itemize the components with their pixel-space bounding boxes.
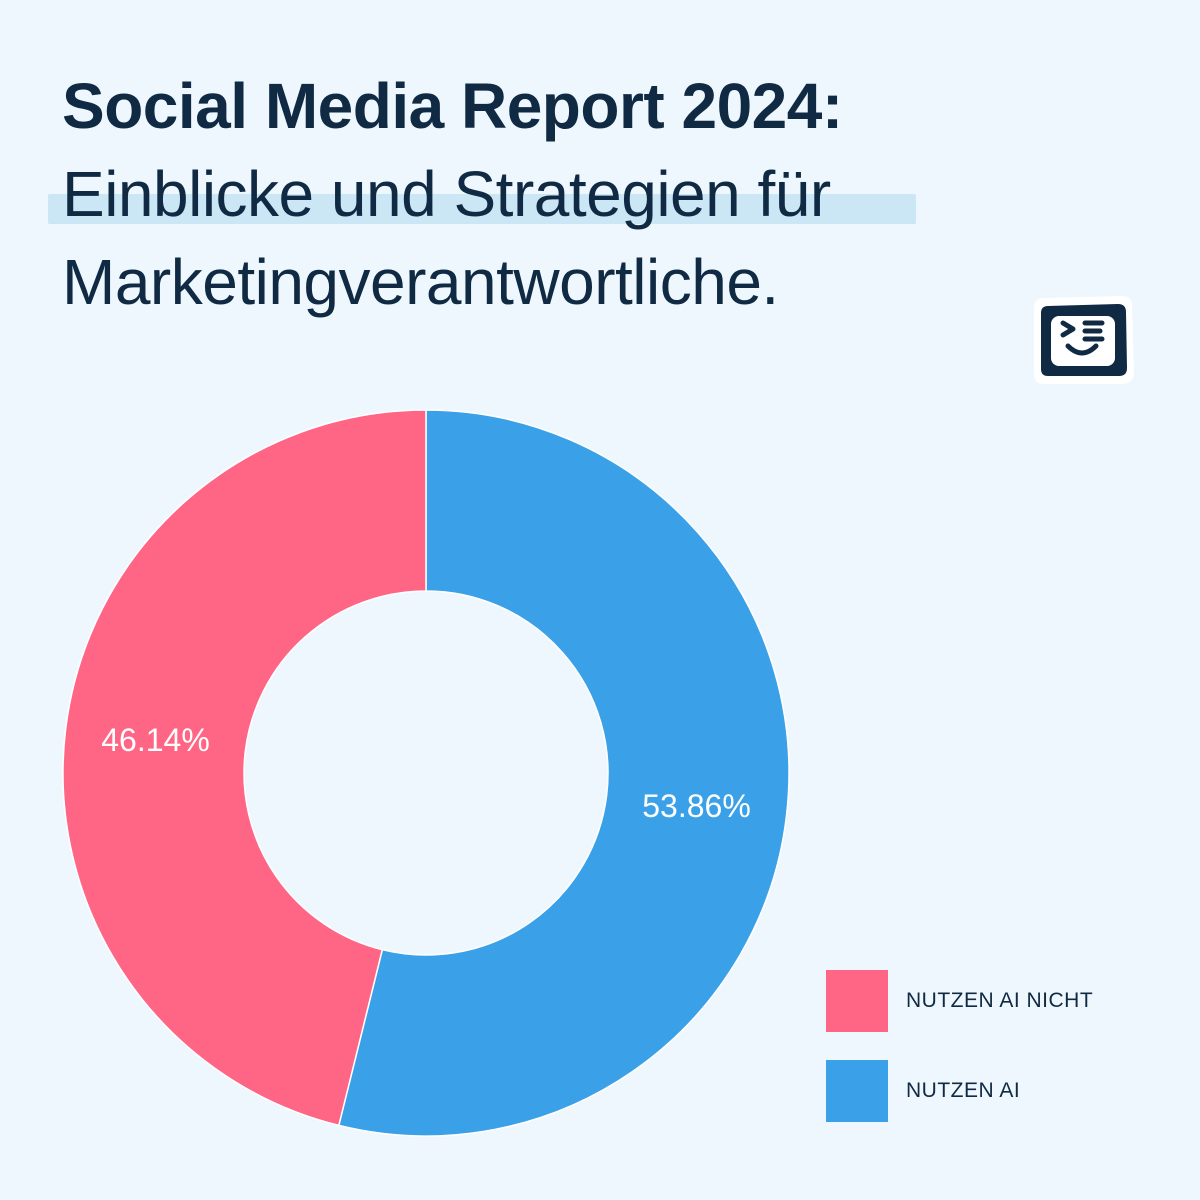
smiley-terminal-icon	[1034, 296, 1134, 384]
title-block: Social Media Report 2024: Einblicke und …	[48, 62, 1062, 326]
legend-item: NUTZEN AI NICHT	[826, 970, 1093, 1032]
slice-data-label: 46.14%	[101, 722, 210, 758]
subtitle-highlight	[48, 194, 916, 224]
legend-label: NUTZEN AI	[906, 1079, 1021, 1102]
slice-data-label: 53.86%	[642, 788, 751, 824]
legend-swatch-blue	[826, 1060, 888, 1122]
donut-slice	[62, 409, 427, 1127]
legend-label: NUTZEN AI NICHT	[906, 989, 1094, 1012]
subtitle-line-1: Einblicke und Strategien für	[48, 150, 1062, 238]
subtitle-text-1: Einblicke und Strategien für	[62, 158, 831, 230]
subtitle-line-2: Marketingverantwortliche.	[62, 246, 779, 318]
page-title: Social Media Report 2024:	[62, 70, 843, 142]
legend: NUTZEN AI NICHT NUTZEN AI	[826, 970, 1093, 1150]
legend-swatch-pink	[826, 970, 888, 1032]
legend-item: NUTZEN AI	[826, 1060, 1093, 1122]
donut-slice	[337, 409, 790, 1137]
